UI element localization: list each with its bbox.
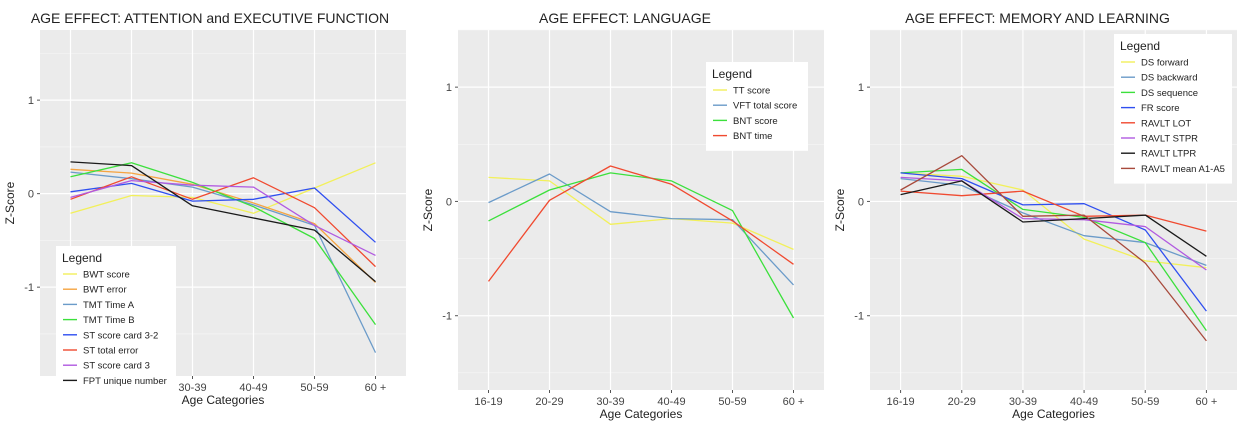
legend: Legend BWT score BWT error TMT Time A TMT Ti… [56, 246, 176, 396]
x-tick-label: 50-59 [1131, 396, 1159, 408]
y-tick-label: 0 [28, 189, 34, 201]
legend-entry: TMT Time B [83, 315, 135, 326]
x-tick-label: 40-49 [239, 382, 267, 394]
legend-entry: FR score [1141, 103, 1180, 114]
series-line-5 [900, 190, 1207, 232]
series-line-7 [900, 180, 1207, 257]
y-tick-label: 1 [28, 95, 34, 107]
y-axis-label: Z-Score [3, 181, 17, 224]
series-line-2 [900, 177, 1207, 267]
legend-title: Legend [1120, 39, 1160, 53]
y-tick-label: 1 [446, 82, 452, 94]
legend-entry: BNT score [733, 116, 778, 127]
chart-title: AGE EFFECT: MEMORY AND LEARNING [905, 10, 1170, 26]
x-axis-label: Age Categories [600, 407, 683, 421]
x-tick-label: 50-59 [300, 382, 328, 394]
chart-panel-2: AGE EFFECT: LANGUAGE 1 0 -1 16-19 20-29 30-39 4… [421, 10, 824, 421]
legend-entry: DS backward [1141, 73, 1198, 84]
legend-entry: TMT Time A [83, 300, 135, 311]
legend-entry: BNT time [733, 131, 772, 142]
legend-entry: ST score card 3-2 [83, 330, 158, 341]
series-line-6 [70, 176, 376, 268]
series-line-5 [70, 182, 376, 243]
series-line-3 [900, 168, 1207, 331]
chart-title: AGE EFFECT: LANGUAGE [539, 10, 711, 26]
chart-panel-3: AGE EFFECT: MEMORY AND LEARNING 1 0 -1 16-19… [833, 10, 1237, 421]
y-tick-label: -1 [24, 282, 34, 294]
x-tick-label: 40-49 [1070, 396, 1098, 408]
series-line-2 [488, 173, 794, 286]
x-tick-label: 30-39 [1009, 396, 1037, 408]
x-tick-label: 50-59 [718, 396, 746, 408]
legend-entry: BWT error [83, 285, 127, 296]
series-line-8 [900, 155, 1207, 342]
series-line-7 [70, 179, 376, 256]
y-tick-label: 0 [446, 196, 452, 208]
x-tick-label: 60 + [783, 396, 805, 408]
x-axis-label: Age Categories [182, 393, 265, 407]
x-tick-label: 20-29 [535, 396, 563, 408]
legend-box [1114, 34, 1232, 184]
legend-entry: ST total error [83, 346, 138, 357]
x-axis-label: Age Categories [1012, 407, 1095, 421]
series-line-3 [70, 171, 377, 353]
legend-entry: ST score card 3 [83, 361, 150, 372]
legend-entry: DS forward [1141, 58, 1189, 69]
legend-box [56, 246, 176, 396]
chart-panel-1: AGE EFFECT: ATTENTION and EXECUTIVE FUNC… [3, 10, 406, 407]
legend-entry: RAVLT mean A1-A5 [1141, 164, 1225, 175]
x-tick-label: 40-49 [657, 396, 685, 408]
y-tick-label: 0 [858, 196, 864, 208]
series-line-8 [70, 161, 376, 283]
x-tick-label: 60 + [365, 382, 387, 394]
x-tick-label: 60 + [1196, 396, 1218, 408]
y-tick-label: -1 [442, 311, 452, 323]
series-line-1 [900, 172, 1207, 269]
legend-entry: RAVLT LTPR [1141, 149, 1196, 160]
y-axis-label: Z-Score [421, 188, 435, 231]
legend-entry: FPT unique number [83, 376, 167, 387]
legend-title: Legend [712, 67, 752, 81]
legend-entry: BWT score [83, 270, 130, 281]
legend-entry: TT score [733, 86, 770, 97]
y-tick-label: -1 [854, 311, 864, 323]
legend-entry: VFT total score [733, 101, 797, 112]
legend-entry: RAVLT STPR [1141, 134, 1198, 145]
x-tick-label: 16-19 [887, 396, 915, 408]
legend-title: Legend [62, 251, 102, 265]
x-tick-label: 16-19 [474, 396, 502, 408]
series-line-2 [70, 168, 376, 283]
series-line-6 [900, 176, 1207, 271]
chart-title: AGE EFFECT: ATTENTION and EXECUTIVE FUNC… [31, 10, 389, 26]
legend-entry: RAVLT LOT [1141, 118, 1191, 129]
y-axis-label: Z-Score [833, 188, 847, 231]
y-tick-label: 1 [858, 82, 864, 94]
legend: Legend TT score VFT total score BNT score BN… [706, 62, 808, 151]
x-tick-label: 20-29 [948, 396, 976, 408]
series-line-1 [70, 162, 376, 214]
x-tick-label: 30-39 [178, 382, 206, 394]
legend: Legend DS forward DS backward DS sequence FR… [1114, 34, 1232, 184]
x-tick-label: 30-39 [596, 396, 624, 408]
legend-entry: DS sequence [1141, 88, 1198, 99]
series-line-4 [487, 165, 794, 282]
